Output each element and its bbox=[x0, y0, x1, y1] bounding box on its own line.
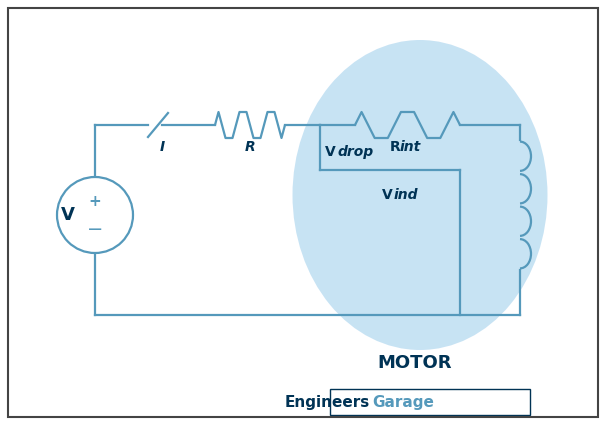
Text: V: V bbox=[382, 188, 393, 202]
Text: V: V bbox=[61, 206, 75, 224]
Text: drop: drop bbox=[337, 145, 373, 159]
Ellipse shape bbox=[293, 40, 547, 350]
Text: R: R bbox=[390, 140, 401, 154]
Text: I: I bbox=[159, 140, 165, 154]
Text: −: − bbox=[87, 219, 103, 238]
Text: +: + bbox=[88, 193, 101, 209]
Text: Garage: Garage bbox=[372, 396, 434, 411]
Text: ind: ind bbox=[394, 188, 419, 202]
Text: R: R bbox=[245, 140, 255, 154]
Text: MOTOR: MOTOR bbox=[378, 354, 452, 372]
Text: V: V bbox=[325, 145, 336, 159]
Text: Engineers: Engineers bbox=[285, 396, 370, 411]
Text: int: int bbox=[400, 140, 421, 154]
